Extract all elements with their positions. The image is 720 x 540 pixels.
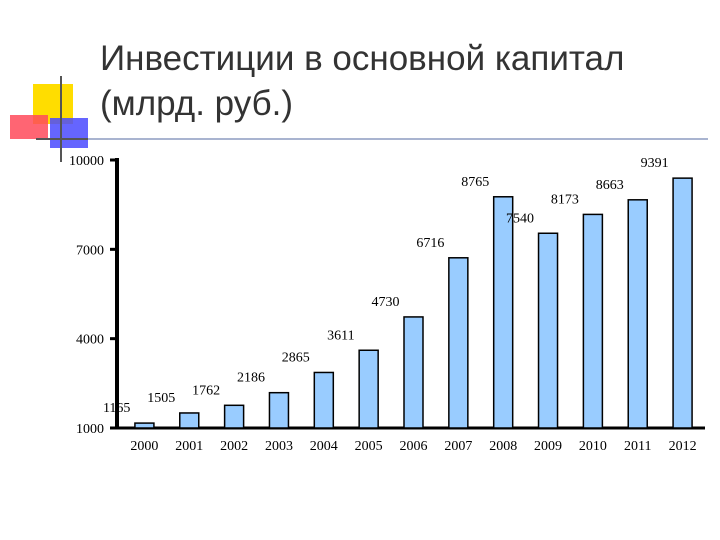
x-tick-label: 2010 xyxy=(579,439,607,454)
bar xyxy=(223,404,245,429)
x-tick-label: 2003 xyxy=(265,439,293,454)
x-tick-label: 2011 xyxy=(624,439,651,454)
bar xyxy=(268,391,290,429)
title-line-1: Инвестиции в основной капитал xyxy=(100,39,625,78)
page-title: Инвестиции в основной капитал (млрд. руб… xyxy=(100,36,710,126)
bar xyxy=(403,316,424,429)
x-tick-label: 2007 xyxy=(444,439,472,454)
x-tick-label: 2006 xyxy=(400,439,428,454)
data-label: 1762 xyxy=(192,383,220,398)
red-square-decoration xyxy=(10,115,48,139)
bar xyxy=(537,232,559,429)
data-label: 2186 xyxy=(237,371,265,386)
y-tick-label: 7000 xyxy=(76,243,104,258)
horizontal-rule-decoration xyxy=(36,138,88,140)
data-label: 4730 xyxy=(372,295,400,310)
x-tick-label: 2005 xyxy=(355,439,383,454)
y-tick-label: 10000 xyxy=(69,154,104,169)
bar xyxy=(627,199,648,429)
data-label: 6716 xyxy=(416,236,444,251)
y-tick-label: 1000 xyxy=(76,422,104,437)
x-tick-label: 2008 xyxy=(489,439,517,454)
x-tick-label: 2000 xyxy=(130,439,158,454)
data-label: 9391 xyxy=(641,156,669,171)
x-tick-label: 2009 xyxy=(534,439,562,454)
data-label: 2865 xyxy=(282,350,310,365)
x-tick-label: 2012 xyxy=(669,439,697,454)
bar xyxy=(313,371,335,429)
title-line-2: (млрд. руб.) xyxy=(100,84,294,123)
data-label: 8173 xyxy=(551,192,579,207)
vertical-rule-decoration xyxy=(60,76,62,162)
data-label: 1165 xyxy=(103,401,130,416)
blue-square-decoration xyxy=(50,118,88,148)
bar xyxy=(179,412,200,429)
bar xyxy=(582,213,604,429)
x-tick-label: 2004 xyxy=(310,439,338,454)
x-tick-label: 2001 xyxy=(175,439,203,454)
bar xyxy=(492,196,514,429)
data-label: 7540 xyxy=(506,211,534,226)
x-tick-label: 2002 xyxy=(220,439,248,454)
y-tick-label: 4000 xyxy=(76,333,104,348)
title-underline xyxy=(88,138,708,140)
data-label: 8765 xyxy=(461,175,489,190)
bar xyxy=(448,257,469,429)
bar xyxy=(358,349,379,429)
data-label: 8663 xyxy=(596,178,624,193)
data-label: 3611 xyxy=(327,328,354,343)
bar xyxy=(134,422,155,429)
data-label: 1505 xyxy=(147,391,175,406)
bar xyxy=(672,177,693,429)
